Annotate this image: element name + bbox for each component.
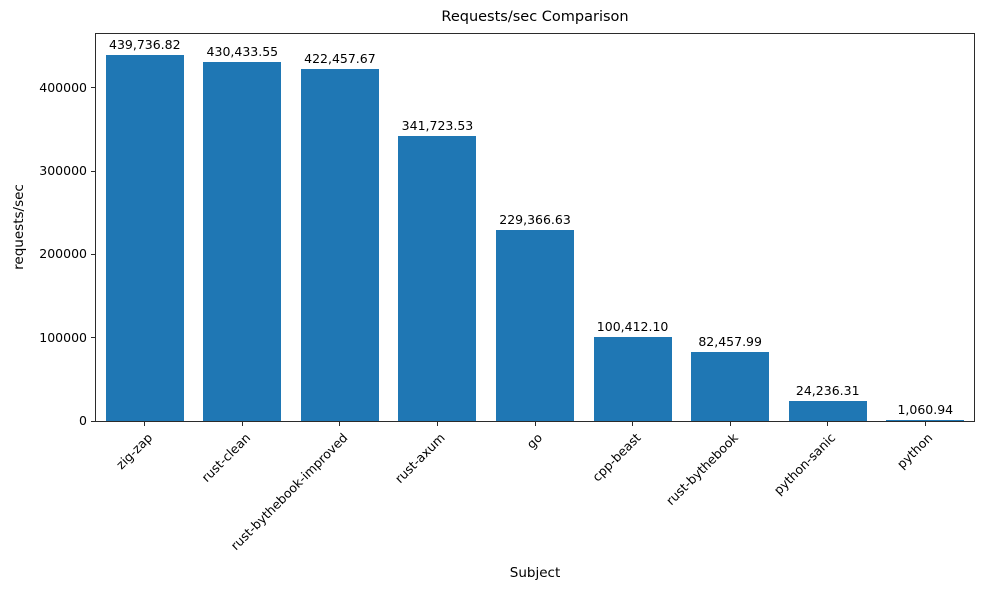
bar-value-label: 24,236.31	[795, 382, 860, 398]
y-tick-label: 300000	[39, 163, 87, 179]
bar-value-label: 229,366.63	[499, 211, 571, 227]
bars-container: 439,736.82 430,433.55 422,457.67 341,723.53…	[96, 34, 974, 421]
bar	[691, 352, 770, 421]
y-tick-label: 200000	[39, 246, 87, 262]
bar-value-label: 422,457.67	[304, 51, 376, 67]
x-tick-label-text: python	[894, 430, 936, 472]
y-tick-label: 400000	[39, 79, 87, 95]
bar-slot: 1,060.94	[877, 34, 975, 421]
y-tick-mark	[91, 170, 96, 172]
bar-slot: 82,457.99	[681, 34, 779, 421]
bar	[593, 337, 672, 421]
x-tick-mark	[534, 421, 536, 426]
plot-area: 0 100000 200000 300000 400000 439,736.82 430,…	[39, 33, 975, 553]
chart-title: Requests/sec Comparison	[441, 9, 629, 25]
x-tick-mark	[241, 421, 243, 426]
x-tick-mark	[729, 421, 731, 426]
y-tick-mark	[91, 420, 96, 422]
bar	[203, 62, 282, 421]
bar-slot: 24,236.31	[779, 34, 877, 421]
bar	[886, 420, 965, 421]
y-tick-mark	[91, 337, 96, 339]
x-tick-label-text: zig-zap	[113, 430, 156, 473]
bar-value-label: 430,433.55	[206, 44, 279, 60]
bar-value-label: 82,457.99	[698, 334, 762, 350]
x-tick-label-text: python-sanic	[770, 430, 839, 498]
bar-value-label: 100,412.10	[596, 319, 669, 335]
x-tick-label-text: go	[523, 430, 546, 452]
x-tick-mark	[632, 421, 634, 426]
x-tick-label-text: rust-axum	[392, 430, 449, 486]
y-tick-label: 100000	[39, 329, 87, 345]
bar-slot: 229,366.63	[486, 34, 584, 421]
x-tick-mark	[436, 421, 438, 426]
x-tick-label-text: rust-bythebook-improved	[227, 430, 351, 553]
x-tick-mark	[827, 421, 829, 426]
x-tick-mark	[339, 421, 341, 426]
y-axis-title: requests/sec	[11, 184, 27, 270]
bar-slot: 341,723.53	[389, 34, 487, 421]
bar-value-label: 1,060.94	[897, 402, 954, 417]
bar	[398, 136, 477, 421]
y-axis-ticks: 0 100000 200000 300000 400000	[39, 34, 974, 428]
x-tick-label-text: rust-clean	[198, 430, 253, 485]
bar-slot: 439,736.82	[96, 34, 194, 421]
bar	[788, 400, 867, 421]
bar-slot: 422,457.67	[291, 34, 389, 421]
bar-slot: 430,433.55	[194, 34, 292, 421]
x-axis-ticks: zig-zap rust-clean rust-bythebook-improved…	[96, 421, 974, 571]
x-tick-label-text: cpp-beast	[588, 430, 644, 485]
bar-value-label: 439,736.82	[108, 36, 181, 52]
bar	[300, 69, 379, 421]
y-tick-mark	[91, 253, 96, 255]
x-tick-mark	[924, 421, 926, 426]
x-axis-title: Subject	[509, 565, 561, 581]
y-tick-mark	[91, 87, 96, 89]
bar	[105, 54, 184, 421]
bar-value-label: 341,723.53	[401, 118, 474, 134]
bar	[496, 229, 575, 421]
bar-slot: 100,412.10	[584, 34, 682, 421]
x-tick-mark	[144, 421, 146, 426]
x-tick-label-text: rust-bythebook	[662, 430, 741, 509]
y-tick-label: 0	[79, 413, 87, 428]
